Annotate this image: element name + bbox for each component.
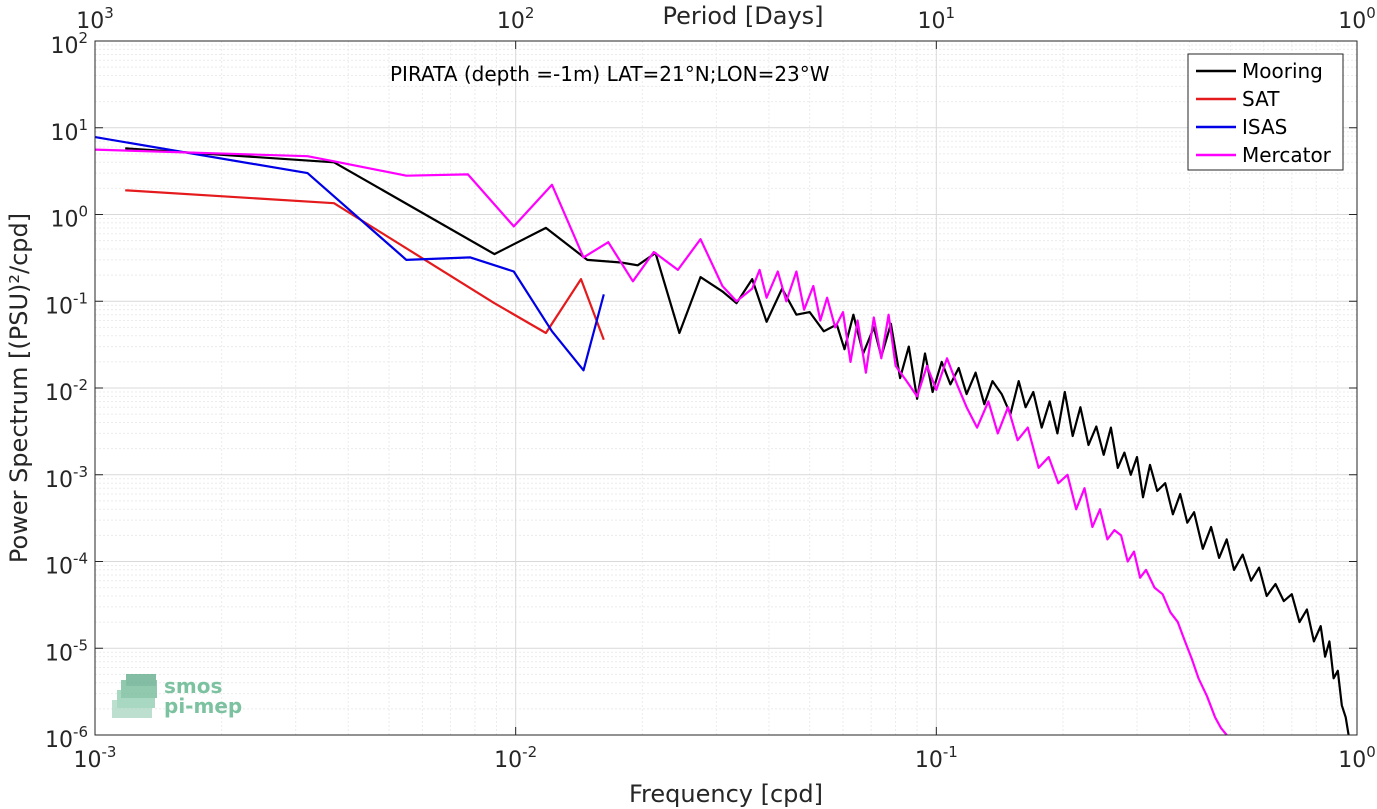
series-line-sat — [125, 189, 605, 341]
y-tick-label: 101 — [50, 116, 88, 146]
y-tick-label: 102 — [50, 29, 88, 59]
y-axis-title: Power Spectrum [(PSU)²/cpd] — [5, 213, 33, 563]
series-line-isas — [94, 136, 605, 372]
y-tick-label: 10-4 — [45, 550, 88, 580]
top-tick-label: 103 — [76, 4, 114, 34]
top-tick-label: 101 — [918, 4, 956, 34]
x-tick-label: 10-2 — [494, 743, 537, 773]
legend-label-mooring: Mooring — [1242, 59, 1323, 83]
legend-label-sat: SAT — [1242, 87, 1280, 111]
x-axis-title: Frequency [cpd] — [629, 780, 823, 808]
top-tick-label: 102 — [497, 4, 535, 34]
y-tick-label: 10-3 — [45, 463, 88, 493]
top-axis-title: Period [Days] — [662, 2, 823, 30]
y-tick-label: 10-6 — [45, 723, 88, 753]
logo-line-1: smos — [164, 674, 222, 698]
y-tick-label: 10-1 — [45, 289, 88, 319]
logo-line-2: pi-mep — [164, 694, 242, 718]
logo-mark-icon — [112, 674, 157, 718]
x-tick-label: 10-1 — [915, 743, 958, 773]
legend-label-mercator: Mercator — [1242, 143, 1332, 167]
series-line-mercator — [94, 148, 1228, 736]
tick-marks — [94, 40, 1358, 736]
smos-pi-mep-logo: smos pi-mep — [112, 674, 242, 718]
x-tick-label: 100 — [1338, 743, 1376, 773]
y-tick-label: 10-5 — [45, 636, 88, 666]
top-tick-label: 100 — [1338, 4, 1376, 34]
series-layer — [94, 136, 1350, 736]
y-tick-label: 10-2 — [45, 376, 88, 406]
annotation-text: PIRATA (depth =-1m) LAT=21°N;LON=23°W — [390, 62, 830, 86]
x-tick-label: 10-3 — [74, 743, 117, 773]
legend: Mooring SAT ISAS Mercator — [1187, 53, 1344, 171]
legend-box — [1187, 53, 1344, 171]
legend-label-isas: ISAS — [1242, 115, 1287, 139]
y-tick-label: 100 — [50, 203, 88, 233]
